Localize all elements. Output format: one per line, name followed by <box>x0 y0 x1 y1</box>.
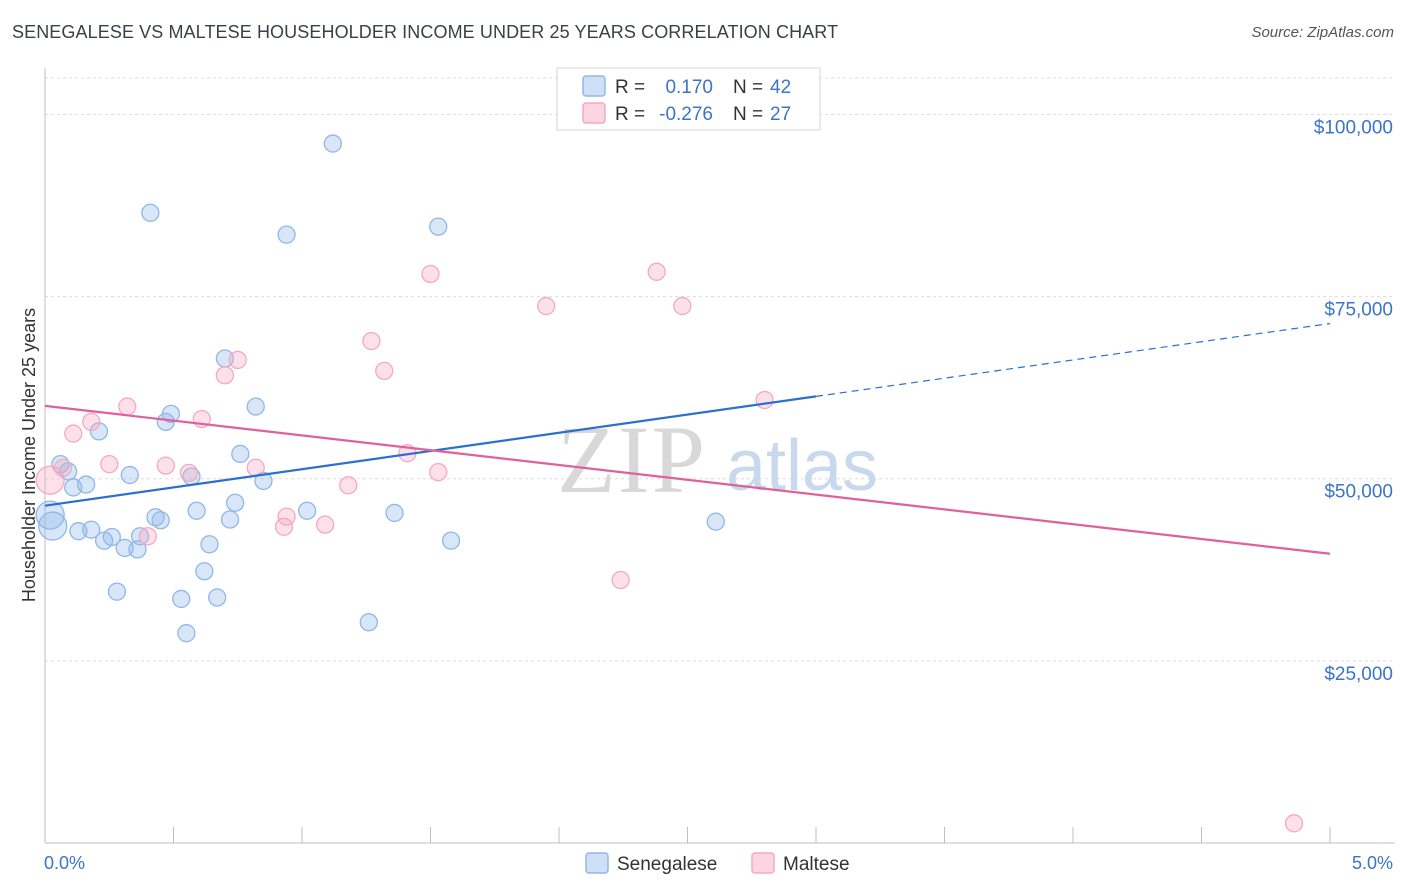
point-senegalese-31 <box>246 397 265 416</box>
point-senegalese-19 <box>161 404 181 424</box>
trend-line-senegalese-extension <box>815 322 1331 397</box>
stats-r-value-1: 0.170 <box>665 77 713 98</box>
point-maltese-25 <box>673 296 692 316</box>
axes <box>44 68 1395 844</box>
point-maltese-17 <box>362 331 381 351</box>
point-maltese-4 <box>100 454 119 474</box>
point-senegalese-10 <box>102 527 121 547</box>
point-maltese-6 <box>138 527 157 546</box>
point-senegalese-29 <box>226 493 245 512</box>
y-tick-label-0: $25,000 <box>1324 664 1393 685</box>
source-credit: Source: ZipAtlas.com <box>1251 24 1394 41</box>
point-maltese-11 <box>228 350 247 370</box>
stats-n-label-2: N = <box>733 104 763 125</box>
y-tick-label-3: $100,000 <box>1314 117 1393 138</box>
point-maltese-24 <box>647 262 666 281</box>
point-senegalese-36 <box>359 613 378 632</box>
point-senegalese-40 <box>706 512 725 531</box>
point-senegalese-20 <box>172 589 191 609</box>
stats-r-label-1: R = <box>615 77 645 98</box>
legend-swatch-maltese <box>751 852 775 874</box>
point-senegalese-7 <box>82 520 101 539</box>
legend-label-maltese: Maltese <box>783 854 850 875</box>
stats-legend: R = 0.170 N = 42 R = -0.276 N = 27 <box>556 67 821 131</box>
point-maltese-7 <box>156 456 175 475</box>
chart-title: SENEGALESE VS MALTESE HOUSEHOLDER INCOME… <box>12 22 839 42</box>
point-maltese-1 <box>53 458 73 477</box>
x-tick-label-left: 0.0% <box>44 853 85 873</box>
trend-line-maltese <box>44 404 1331 555</box>
y-tick-label-1: $50,000 <box>1324 482 1393 503</box>
stats-n-value-1: 42 <box>770 77 791 98</box>
point-senegalese-23 <box>187 501 206 520</box>
point-senegalese-34 <box>297 501 317 520</box>
point-maltese-23 <box>611 570 630 590</box>
point-senegalese-38 <box>429 217 448 236</box>
point-maltese-18 <box>375 361 394 381</box>
point-maltese-27 <box>1284 814 1304 833</box>
point-senegalese-39 <box>441 531 461 550</box>
point-senegalese-24 <box>195 562 214 581</box>
trend-lines <box>44 322 1331 555</box>
point-senegalese-14 <box>120 465 139 485</box>
stats-legend-swatch-senegalese <box>582 75 606 97</box>
legend-label-senegalese: Senegalese <box>617 854 717 875</box>
point-senegalese-30 <box>231 444 250 464</box>
legend-swatch-senegalese <box>585 852 609 874</box>
bottom-legend: Senegalese Maltese <box>585 852 850 875</box>
point-senegalese-0 <box>35 500 65 530</box>
point-senegalese-33 <box>277 225 296 244</box>
point-maltese-21 <box>429 463 448 482</box>
point-maltese-2 <box>64 424 83 443</box>
stats-n-label-1: N = <box>733 77 763 98</box>
point-senegalese-17 <box>151 511 170 530</box>
data-points <box>35 134 1304 833</box>
point-maltese-16 <box>339 476 358 495</box>
y-tick-labels: $25,000 $50,000 $75,000 $100,000 <box>1314 117 1393 684</box>
point-senegalese-41 <box>130 527 150 546</box>
y-tick-label-2: $75,000 <box>1324 300 1393 321</box>
point-maltese-3 <box>82 412 101 432</box>
stats-r-value-2: -0.276 <box>659 104 713 125</box>
point-maltese-26 <box>755 390 774 410</box>
point-maltese-10 <box>215 366 235 385</box>
point-senegalese-13 <box>107 582 127 601</box>
point-senegalese-37 <box>385 503 404 523</box>
point-senegalese-8 <box>89 422 109 441</box>
point-senegalese-28 <box>220 510 240 529</box>
stats-legend-swatch-maltese <box>582 102 606 124</box>
stats-r-label-2: R = <box>615 104 645 125</box>
point-senegalese-25 <box>200 535 219 554</box>
y-axis-label: Householder Income Under 25 years <box>19 308 39 602</box>
watermark-zip: ZIP <box>557 406 707 513</box>
x-tick-label-right: 5.0% <box>1352 853 1393 873</box>
point-senegalese-21 <box>177 624 196 643</box>
point-senegalese-35 <box>323 134 342 153</box>
point-maltese-15 <box>315 515 335 534</box>
point-maltese-20 <box>421 264 440 284</box>
point-senegalese-15 <box>141 203 160 222</box>
gridlines <box>45 77 1395 662</box>
x-tick-labels: 0.0% 5.0% <box>44 853 1393 873</box>
point-senegalese-5 <box>76 475 96 494</box>
point-maltese-14 <box>277 507 296 526</box>
point-senegalese-1 <box>38 511 68 541</box>
point-senegalese-16 <box>146 508 165 527</box>
stats-n-value-2: 27 <box>770 104 791 125</box>
point-maltese-5 <box>118 397 137 416</box>
point-maltese-8 <box>179 463 199 483</box>
point-maltese-12 <box>246 458 265 477</box>
point-senegalese-26 <box>208 588 227 607</box>
point-maltese-22 <box>537 296 556 316</box>
